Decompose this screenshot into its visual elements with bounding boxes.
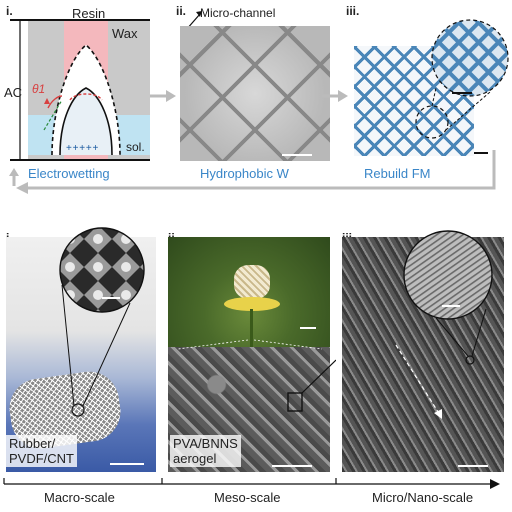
axis-label-meso: Meso-scale [214, 490, 280, 505]
bottom-panel-i: i. Rubber/ PVDF/CNT [0, 225, 162, 475]
aerogel-label-line2: aerogel [173, 451, 238, 466]
bottom-panel-ii: ii. PVA/BNNS aerogel [162, 225, 336, 475]
axis-label-macro: Macro-scale [44, 490, 115, 505]
nano-overlays [336, 225, 512, 475]
axis-label-micro-nano: Micro/Nano-scale [372, 490, 473, 505]
aerogel-label-line1: PVA/BNNS [173, 436, 238, 451]
rubber-label-line2: PVDF/CNT [9, 451, 74, 466]
rubber-label-box: Rubber/ PVDF/CNT [6, 435, 77, 467]
aerogel-label-box: PVA/BNNS aerogel [170, 435, 241, 467]
top-flow-arrows [0, 0, 512, 200]
rubber-label-line1: Rubber/ [9, 436, 74, 451]
bottom-panel-iii: iii. [336, 225, 512, 475]
